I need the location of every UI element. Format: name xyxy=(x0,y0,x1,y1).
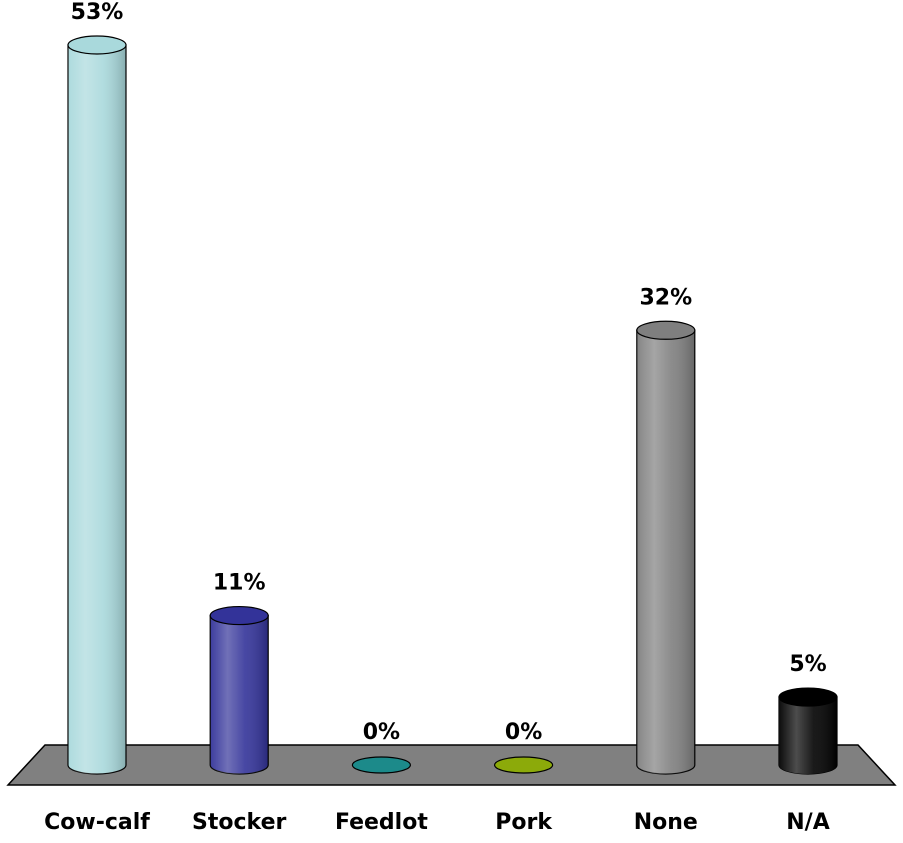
bar xyxy=(636,320,696,775)
floor xyxy=(6,744,897,786)
bar xyxy=(493,756,554,774)
value-label: 32% xyxy=(639,285,692,310)
value-label: 53% xyxy=(71,0,124,25)
bar-top xyxy=(209,605,269,626)
bar xyxy=(778,687,838,775)
value-label: 0% xyxy=(363,720,400,745)
bar xyxy=(67,35,127,775)
bar-top xyxy=(636,320,696,340)
x-tick-label: Feedlot xyxy=(335,810,428,835)
x-tick-label: Cow-calf xyxy=(44,810,150,835)
value-label: 0% xyxy=(505,720,542,745)
bar xyxy=(351,756,411,774)
x-tick-label: Pork xyxy=(495,810,553,835)
value-label: 11% xyxy=(213,571,266,596)
bar-disk xyxy=(351,756,411,774)
bar-disk xyxy=(493,756,554,774)
bar xyxy=(209,605,269,775)
value-label: 5% xyxy=(789,652,826,677)
bar-top xyxy=(67,35,127,55)
x-tick-label: N/A xyxy=(786,810,829,835)
x-tick-label: None xyxy=(634,810,698,835)
bar-top xyxy=(778,687,838,707)
x-tick-label: Stocker xyxy=(192,810,286,835)
bar-shine xyxy=(779,697,837,774)
bar-shine xyxy=(210,615,269,774)
bar-shine xyxy=(68,45,126,774)
bar-shine xyxy=(636,330,695,774)
